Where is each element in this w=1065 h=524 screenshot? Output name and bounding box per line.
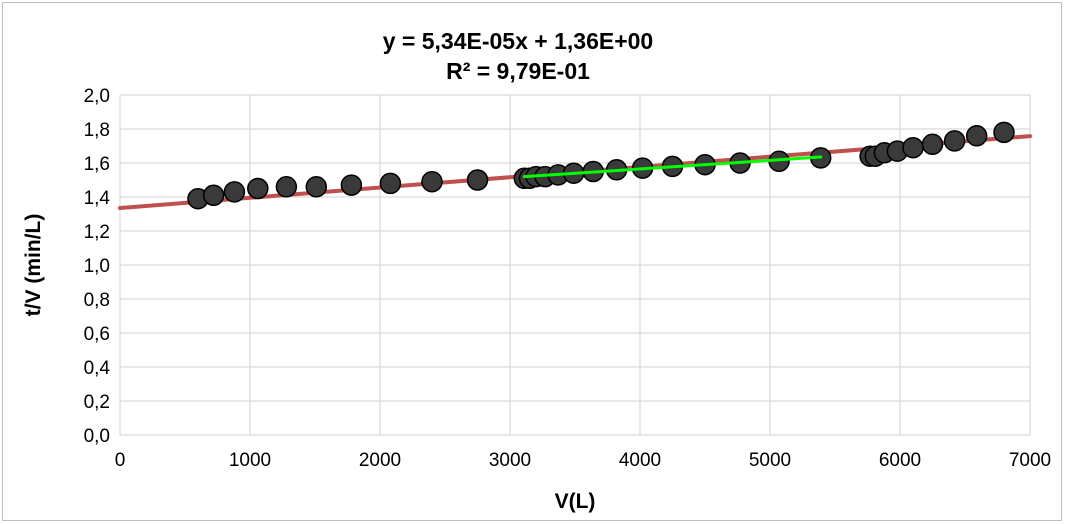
- y-tick-label: 1,6: [84, 154, 110, 175]
- x-tick-label: 4000: [619, 450, 661, 471]
- data-point: [247, 177, 269, 200]
- y-tick-label: 1,4: [84, 188, 111, 209]
- chart-title-line-1: y = 5,34E-05x + 1,36E+00: [383, 28, 653, 54]
- y-tick-label: 1,8: [84, 120, 110, 141]
- data-point: [993, 121, 1015, 144]
- data-point: [902, 136, 924, 159]
- data-point: [275, 176, 298, 198]
- y-tick-label: 0,4: [84, 358, 111, 379]
- x-tick-label: 0: [115, 450, 126, 471]
- data-points: [187, 121, 1015, 210]
- data-point: [379, 172, 402, 195]
- axis-labels: 0,0 0,2 0,4 0,6 0,8 1,0 1,2 1,4 1,6 1,8 2,0 0 1000 20…: [84, 86, 1052, 471]
- y-tick-label: 0,6: [84, 324, 110, 345]
- x-tick-label: 2000: [359, 450, 401, 471]
- data-point: [202, 184, 225, 207]
- x-tick-label: 1000: [229, 450, 271, 471]
- x-tick-label: 5000: [749, 450, 791, 471]
- x-tick-label: 7000: [1009, 450, 1051, 471]
- y-axis-title: t/V (min/L): [22, 214, 45, 317]
- x-axis-title: V(L): [555, 490, 596, 513]
- x-tick-label: 6000: [879, 450, 921, 471]
- x-tick-label: 3000: [489, 450, 531, 471]
- data-point: [421, 170, 443, 193]
- y-tick-label: 0,2: [84, 392, 110, 413]
- data-point: [965, 125, 988, 147]
- data-point: [466, 169, 489, 191]
- y-tick-label: 1,2: [84, 222, 110, 243]
- chart-title-line-2: R² = 9,79E-01: [446, 58, 590, 84]
- y-tick-label: 0,8: [84, 290, 110, 311]
- data-point: [223, 181, 246, 203]
- data-point: [305, 176, 328, 198]
- y-tick-label: 2,0: [84, 86, 110, 107]
- y-tick-label: 1,0: [84, 256, 110, 277]
- data-point: [921, 133, 944, 156]
- data-point: [340, 174, 363, 196]
- data-point: [943, 130, 966, 152]
- y-tick-label: 0,0: [84, 426, 110, 447]
- segment-fit-line: [522, 155, 823, 179]
